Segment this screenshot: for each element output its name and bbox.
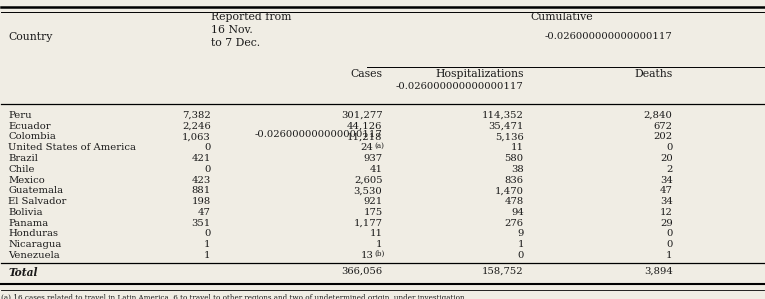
Text: 1: 1 [666,251,672,260]
Text: 366,056: 366,056 [341,267,382,276]
Text: (a) 16 cases related to travel in Latin America, 6 to travel to other regions an: (a) 16 cases related to travel in Latin … [1,294,467,299]
Text: 881: 881 [191,186,210,195]
Text: Reported from
16 Nov.
to 7 Dec.: Reported from 16 Nov. to 7 Dec. [210,12,291,48]
Text: Nicaragua: Nicaragua [8,240,62,249]
Text: 3,894: 3,894 [644,267,672,276]
Text: 478: 478 [505,197,524,206]
Text: 2,246: 2,246 [182,122,210,131]
Text: 2: 2 [666,165,672,174]
Text: 836: 836 [505,176,524,184]
Text: Total: Total [8,267,37,278]
Text: 0: 0 [666,143,672,152]
Text: 11: 11 [369,229,382,238]
Text: Panama: Panama [8,219,49,228]
Text: 202: 202 [653,132,672,141]
Text: 11,218: 11,218 [347,132,382,141]
Text: (a): (a) [374,142,384,150]
Text: 158,752: 158,752 [482,267,524,276]
Text: Bolivia: Bolivia [8,208,43,217]
Text: Cases: Cases [350,69,382,80]
Text: 0: 0 [666,229,672,238]
Text: United States of America: United States of America [8,143,136,152]
Text: 276: 276 [505,219,524,228]
Text: 198: 198 [191,197,210,206]
Text: 24: 24 [360,143,373,152]
Text: 7,382: 7,382 [182,111,210,120]
Text: 1: 1 [517,240,524,249]
Text: 1: 1 [204,240,210,249]
Text: 2,605: 2,605 [354,176,382,184]
Text: 1: 1 [376,240,382,249]
Text: Cumulative: Cumulative [531,12,594,22]
Text: 35,471: 35,471 [488,122,524,131]
Text: 38: 38 [511,165,524,174]
Text: Peru: Peru [8,111,32,120]
Text: 20: 20 [660,154,672,163]
Text: 0: 0 [204,143,210,152]
Text: 11: 11 [511,143,524,152]
Text: Country: Country [8,32,53,42]
Text: 351: 351 [191,219,210,228]
Text: Chile: Chile [8,165,35,174]
Text: 47: 47 [198,208,210,217]
Text: Ecuador: Ecuador [8,122,51,131]
Text: 421: 421 [191,154,210,163]
Text: 0: 0 [204,165,210,174]
Text: Hospitalizations: Hospitalizations [435,69,524,80]
Text: (b): (b) [374,250,385,258]
Text: 34: 34 [659,197,672,206]
Text: Guatemala: Guatemala [8,186,63,195]
Text: 9: 9 [517,229,524,238]
Text: Brazil: Brazil [8,154,38,163]
Text: 0: 0 [666,240,672,249]
Text: El Salvador: El Salvador [8,197,67,206]
Text: 47: 47 [659,186,672,195]
Text: Venezuela: Venezuela [8,251,60,260]
Text: 921: 921 [363,197,382,206]
Text: 5,136: 5,136 [495,132,524,141]
Text: 41: 41 [369,165,382,174]
Text: 3,530: 3,530 [353,186,382,195]
Text: 937: 937 [363,154,382,163]
Text: 0: 0 [204,229,210,238]
Text: 34: 34 [659,176,672,184]
Text: Colombia: Colombia [8,132,56,141]
Text: 94: 94 [511,208,524,217]
Text: 175: 175 [363,208,382,217]
Text: 672: 672 [653,122,672,131]
Text: 114,352: 114,352 [482,111,524,120]
Text: 0: 0 [517,251,524,260]
Text: -0.026000000000000117: -0.026000000000000117 [396,83,524,91]
Text: 12: 12 [659,208,672,217]
Text: 580: 580 [505,154,524,163]
Text: 423: 423 [191,176,210,184]
Text: -0.026000000000000117: -0.026000000000000117 [255,130,382,139]
Text: Deaths: Deaths [634,69,672,80]
Text: 301,277: 301,277 [341,111,382,120]
Text: 29: 29 [660,219,672,228]
Text: 1,063: 1,063 [182,132,210,141]
Text: Honduras: Honduras [8,229,58,238]
Text: 2,840: 2,840 [644,111,672,120]
Text: 13: 13 [360,251,373,260]
Text: 1,470: 1,470 [495,186,524,195]
Text: 1: 1 [204,251,210,260]
Text: 1,177: 1,177 [353,219,382,228]
Text: Mexico: Mexico [8,176,45,184]
Text: -0.026000000000000117: -0.026000000000000117 [545,32,672,41]
Text: 44,126: 44,126 [347,122,382,131]
